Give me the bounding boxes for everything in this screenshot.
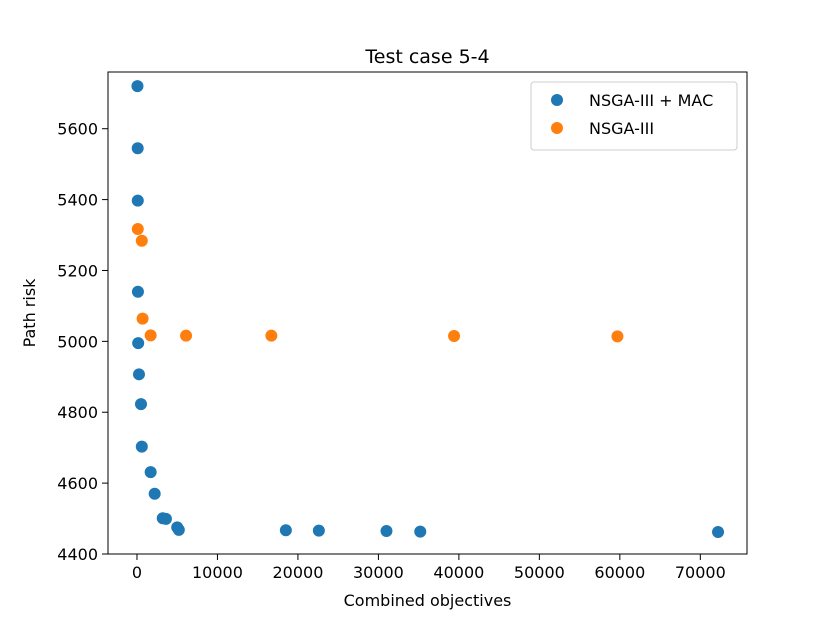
x-tick-label: 10000 [192,563,243,582]
series-nsga-iii-mac [131,80,725,539]
data-point [144,466,157,479]
x-axis-label: Combined objectives [344,591,512,610]
data-point [131,194,144,207]
chart-title: Test case 5-4 [364,46,489,68]
y-tick-label: 5200 [57,261,98,280]
x-tick-label: 40000 [433,563,484,582]
data-point [135,440,148,453]
data-point [380,524,393,537]
data-point [131,80,144,93]
data-point [132,337,145,350]
y-tick-label: 4800 [57,403,98,422]
data-point [172,523,185,536]
y-tick-label: 4400 [57,545,98,564]
x-tick-label: 20000 [272,563,323,582]
y-tick-label: 5000 [57,332,98,351]
data-point [448,330,461,343]
data-point [135,234,148,247]
legend-marker [551,122,563,134]
y-axis-label: Path risk [20,278,39,348]
data-point [132,368,145,381]
y-tick-label: 5600 [57,120,98,139]
legend-marker [551,94,563,106]
data-point [159,512,172,525]
y-axis-ticks: 4400 4600 4800 5000 5200 5400 5600 [57,120,108,564]
x-tick-label: 60000 [594,563,645,582]
x-tick-label: 0 [132,563,142,582]
data-point [131,142,144,155]
x-tick-label: 30000 [353,563,404,582]
data-point [134,398,147,411]
data-point [144,329,157,342]
series-nsga-iii [131,223,624,343]
y-tick-label: 4600 [57,474,98,493]
data-point [180,329,193,342]
x-axis-ticks: 0 10000 20000 30000 40000 50000 60000 70000 [132,554,726,582]
legend-box [530,81,738,151]
data-point [136,312,149,325]
plot-frame [107,71,748,555]
data-point [279,524,292,537]
y-tick-label: 5400 [57,191,98,210]
x-tick-label: 70000 [675,563,726,582]
x-tick-label: 50000 [514,563,565,582]
legend-label: NSGA-III [589,119,654,138]
data-point [611,330,624,343]
data-point [148,487,161,500]
data-point [265,329,278,342]
data-point [312,524,325,537]
data-point [131,223,144,236]
legend: NSGA-III + MAC NSGA-III [530,81,738,151]
legend-label: NSGA-III + MAC [589,91,713,110]
data-point [131,285,144,298]
plot-marks [131,80,725,539]
data-point [414,525,427,538]
data-point [712,526,725,539]
